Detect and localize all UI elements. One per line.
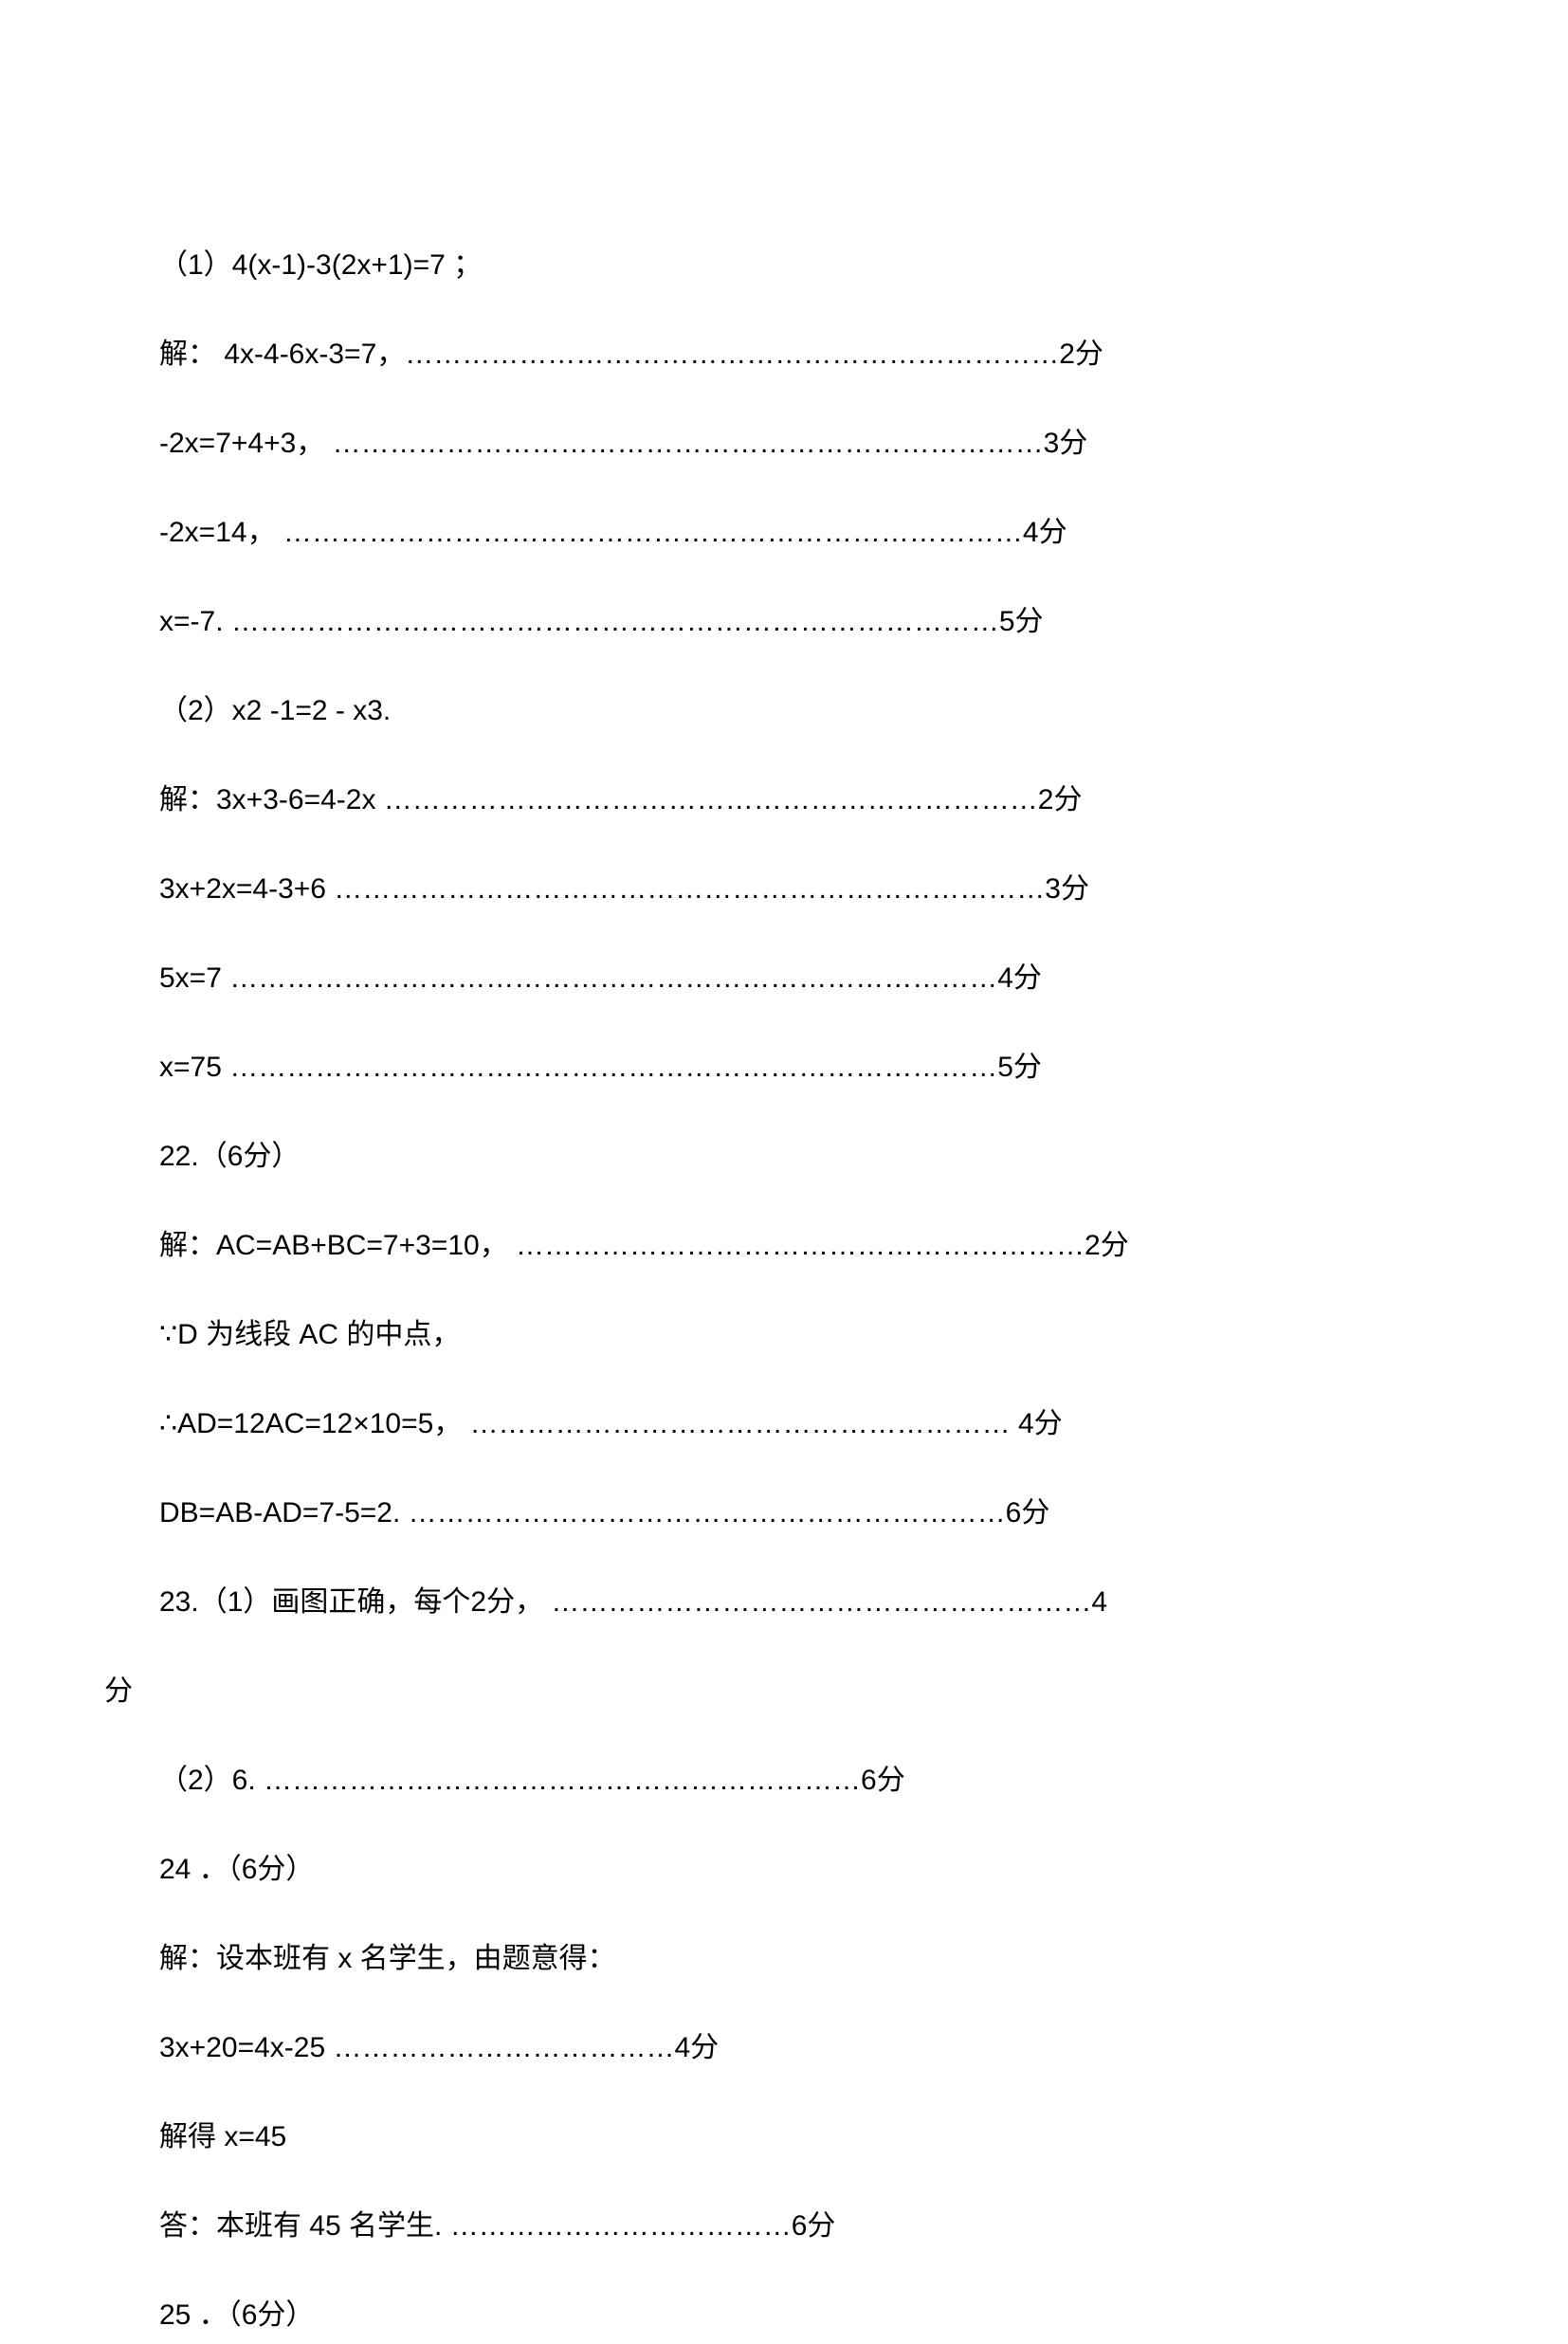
- text-line: -2x=14， ……………………………………………………………………4分: [104, 504, 1416, 561]
- text-line: x=75 ………………………………………………………………………5分: [104, 1039, 1416, 1096]
- document-body: （1）4(x-1)-3(2x+1)=7 ； 解： 4x-4-6x-3=7，……………: [104, 237, 1416, 2344]
- text-line: 解得 x=45: [104, 2109, 1416, 2166]
- text-line: ∵D 为线段 AC 的中点，: [104, 1307, 1416, 1364]
- text-line: ∴AD=12AC=12×10=5， ………………………………………………… 4分: [104, 1396, 1416, 1453]
- text-line: 3x+20=4x-25 ………………………………4分: [104, 2020, 1416, 2077]
- text-line: -2x=7+4+3， …………………………………………………………………3分: [104, 415, 1416, 472]
- text-line: 3x+2x=4-3+6 …………………………………………………………………3分: [104, 861, 1416, 918]
- text-line: （2）6. ………………………………………………………6分: [104, 1752, 1416, 1809]
- text-line: 25 ．（6分）: [104, 2287, 1416, 2344]
- text-line: （1）4(x-1)-3(2x+1)=7 ；: [104, 237, 1416, 294]
- text-line: 22.（6分）: [104, 1128, 1416, 1185]
- text-line: x=-7. ………………………………………………………………………5分: [104, 594, 1416, 650]
- document-page: （1）4(x-1)-3(2x+1)=7 ； 解： 4x-4-6x-3=7，……………: [0, 0, 1568, 2218]
- text-line: 解： 4x-4-6x-3=7，……………………………………………………………2分: [104, 326, 1416, 383]
- text-line: 答：本班有 45 名学生. ………………………………6分: [104, 2198, 1416, 2255]
- text-line: 解：3x+3-6=4-2x ……………………………………………………………2分: [104, 772, 1416, 829]
- text-line: 23.（1）画图正确，每个2分， …………………………………………………4: [104, 1574, 1416, 1631]
- text-line: 分: [104, 1663, 1416, 1720]
- text-line: DB=AB-AD=7-5=2. ………………………………………………………6分: [104, 1485, 1416, 1542]
- text-line: 5x=7 ………………………………………………………………………4分: [104, 950, 1416, 1007]
- text-line: （2）x2 -1=2 - x3.: [104, 683, 1416, 740]
- text-line: 解：AC=AB+BC=7+3=10， ……………………………………………………2…: [104, 1218, 1416, 1274]
- text-line: 24 ．（6分）: [104, 1841, 1416, 1898]
- text-line: 解：设本班有 x 名学生，由题意得：: [104, 1931, 1416, 1987]
